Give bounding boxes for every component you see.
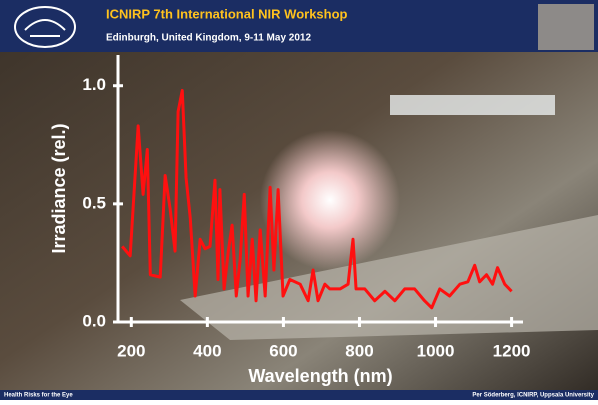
x-tick-label: 400 <box>193 341 221 360</box>
x-tick-label: 1000 <box>417 341 455 360</box>
header-bar <box>0 0 598 52</box>
y-tick-label: 0.5 <box>82 193 106 212</box>
y-tick-label: 1.0 <box>82 75 106 94</box>
data-line <box>121 88 513 310</box>
logo-detail <box>24 19 66 37</box>
x-tick-label: 600 <box>269 341 297 360</box>
x-tick-label: 1200 <box>493 341 531 360</box>
photo-lamp <box>390 95 555 115</box>
photo-table <box>180 215 598 340</box>
footer-left: Health Risks for the Eye <box>4 393 73 399</box>
x-axis-label: Wavelength (nm) <box>248 366 392 386</box>
statue-image <box>538 4 594 50</box>
chart: 200 400 600 800 1000 1200 0.0 0.5 1.0 Wavelength … <box>49 55 531 386</box>
footer-right: Per Söderberg, ICNIRP, Uppsala Universit… <box>472 393 594 399</box>
y-tick-label: 0.0 <box>82 311 106 330</box>
photo-spark <box>260 130 400 270</box>
x-tick-label: 800 <box>345 341 373 360</box>
footer-bar <box>0 390 598 400</box>
y-axis-label: Irradiance (rel.) <box>49 123 69 253</box>
header-title: ICNIRP 7th International NIR Workshop <box>106 6 348 21</box>
logo <box>14 6 76 48</box>
x-tick-label: 200 <box>117 341 145 360</box>
header-subtitle: Edinburgh, United Kingdom, 9-11 May 2012 <box>106 33 311 44</box>
